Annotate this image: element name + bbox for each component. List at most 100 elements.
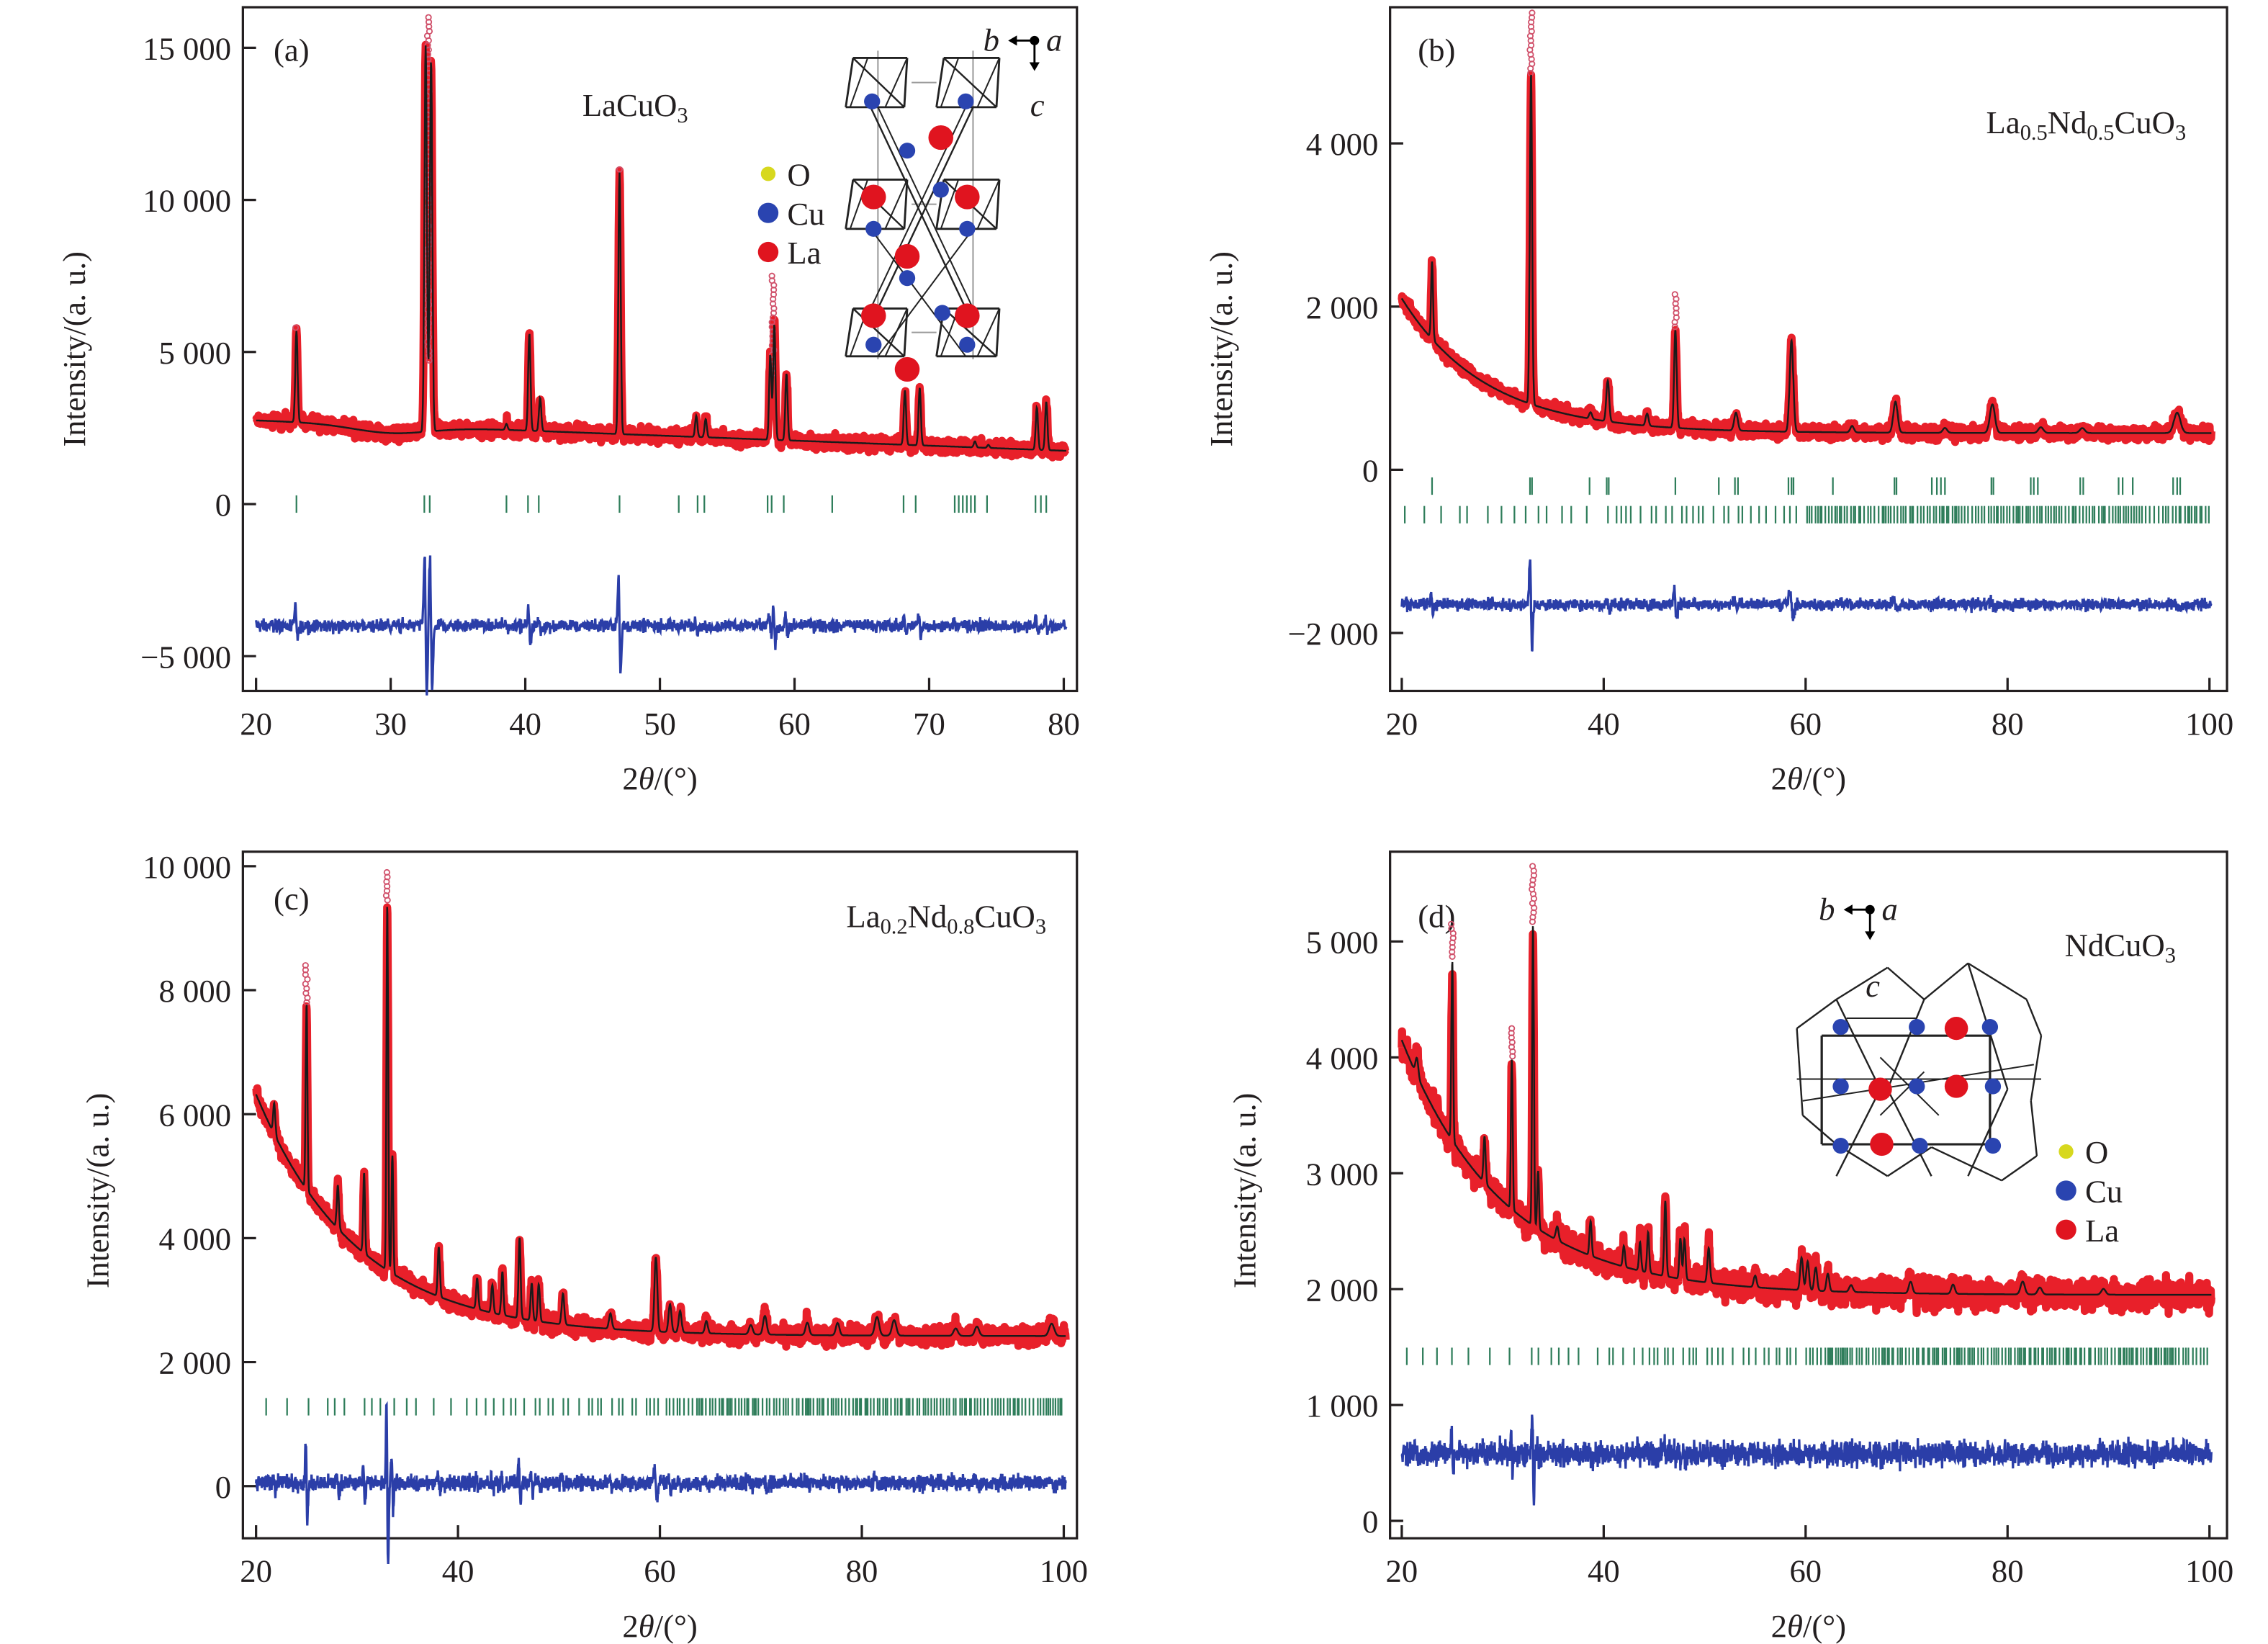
x-axis-label: 2θ/(°)	[622, 760, 697, 796]
Cu-atom	[865, 220, 882, 237]
crystal-axes-indicator: b ac	[984, 22, 1063, 123]
atom-marker-icon	[2056, 1219, 2076, 1240]
La-atom	[860, 184, 886, 210]
calculated-series	[256, 45, 1066, 452]
crystal-axes-indicator: b a c	[1819, 891, 1898, 1003]
Cu-atom	[899, 270, 916, 287]
Cu-atom	[1981, 1019, 1999, 1036]
Cu-atom	[934, 305, 950, 321]
La-atom	[1868, 1077, 1892, 1101]
Cu-atom	[932, 181, 949, 198]
difference-series	[1400, 1414, 2213, 1506]
axis-label-c: c	[1866, 968, 1880, 1004]
y-tick-label: −2 000	[1288, 616, 1379, 652]
legend-label: O	[787, 157, 810, 193]
x-tick-label: 80	[1048, 706, 1080, 742]
difference-series	[1400, 559, 2213, 652]
x-tick-label: 60	[644, 1553, 676, 1589]
La-atom	[1944, 1074, 1968, 1098]
x-axis-label: 2θ/(°)	[1771, 760, 1846, 796]
y-tick-label: 4 000	[1306, 126, 1379, 162]
legend-label: La	[2085, 1213, 2119, 1249]
legend-label: Cu	[787, 196, 824, 232]
La-atom	[894, 356, 920, 382]
x-tick-label: 80	[1992, 1553, 2024, 1589]
Cu-atom	[1909, 1078, 1925, 1095]
calculated-series	[1400, 926, 2212, 1296]
y-tick-label: 0	[1362, 453, 1378, 489]
axis-dot-icon	[1865, 904, 1875, 915]
x-tick-label: 20	[1386, 706, 1418, 742]
legend-label: O	[2085, 1134, 2108, 1170]
legend-O: O	[760, 157, 811, 193]
x-axis-label: 2θ/(°)	[622, 1608, 697, 1644]
panel-d: (d) Intensity/(a. u.) 0 1 000 2 000 3 000 4 …	[1226, 850, 2233, 1644]
observed-point	[1529, 918, 1536, 925]
x-tick-label: 80	[1992, 706, 2024, 742]
x-tick-label: 80	[846, 1553, 878, 1589]
x-tick-label: 100	[2185, 706, 2233, 742]
compound-formula: La0.2Nd0.8CuO3	[846, 899, 1046, 939]
x-tick-label: 40	[1588, 706, 1620, 742]
y-tick-label: 15 000	[143, 31, 231, 67]
observed-point	[1509, 1053, 1516, 1060]
axis-label-b: b	[984, 22, 999, 58]
panel-a: (a) Intensity/(a. u.) −5 000 0 5 000 10 000…	[56, 6, 1080, 796]
x-tick-label: 20	[1386, 1553, 1418, 1589]
axis-label-b: b	[1819, 891, 1835, 927]
panel-label: (c)	[274, 881, 310, 917]
calculated-series	[1400, 74, 2212, 434]
La-atom	[928, 125, 954, 151]
arrow-down-icon	[1865, 931, 1876, 940]
x-tick-label: 70	[913, 706, 945, 742]
legend-La: La	[2056, 1213, 2119, 1249]
arrow-down-icon	[1029, 62, 1040, 71]
x-tick-label: 40	[442, 1553, 474, 1589]
legend-label: Cu	[2085, 1174, 2123, 1210]
La-atom	[894, 243, 920, 269]
y-tick-label: 10 000	[143, 849, 231, 885]
x-tick-label: 20	[240, 1553, 272, 1589]
y-tick-label: 5 000	[159, 335, 232, 371]
plot-frame	[1389, 850, 2228, 1540]
atom-marker-icon	[2058, 1144, 2074, 1159]
panel-c: (c) Intensity/(a. u.) 0 2 000 4 000 6 000 8 …	[79, 849, 1088, 1644]
difference-series	[255, 555, 1068, 696]
legend-Cu: Cu	[2056, 1174, 2123, 1210]
y-tick-label: −5 000	[140, 639, 231, 675]
observed-point	[292, 324, 300, 331]
legend-La: La	[757, 235, 822, 271]
axis-label-a: a	[1881, 891, 1897, 927]
y-axis-label: Intensity/(a. u.)	[1226, 1093, 1262, 1289]
legend-label: La	[787, 235, 821, 271]
observed-series	[252, 903, 1070, 1351]
Cu-atom	[1984, 1137, 2002, 1154]
atom-marker-icon	[757, 241, 779, 263]
calculated-series	[255, 907, 1066, 1337]
compound-formula: La0.5Nd0.5CuO3	[1986, 104, 2187, 145]
y-tick-label: 0	[215, 487, 231, 523]
observed-point	[1449, 953, 1456, 960]
x-tick-label: 60	[778, 706, 811, 742]
x-tick-label: 50	[644, 706, 676, 742]
x-tick-label: 20	[240, 706, 272, 742]
axis-label-a: a	[1046, 22, 1062, 58]
Cu-atom	[899, 143, 916, 159]
y-tick-label: 0	[215, 1469, 231, 1505]
plot-frame	[1389, 6, 2228, 693]
y-tick-label: 3 000	[1306, 1156, 1379, 1192]
y-tick-label: 8 000	[159, 973, 232, 1009]
legend-Cu: Cu	[757, 196, 825, 232]
Cu-atom	[1909, 1019, 1925, 1036]
arrow-left-icon	[1008, 35, 1017, 46]
Cu-atom	[1832, 1019, 1849, 1036]
y-axis-label: Intensity/(a. u.)	[56, 251, 92, 447]
atom-marker-icon	[2056, 1180, 2076, 1201]
y-axis-label: Intensity/(a. u.)	[79, 1093, 115, 1289]
panel-label: (d)	[1418, 899, 1455, 935]
y-tick-label: 4 000	[159, 1221, 232, 1257]
panel-label: (a)	[274, 32, 310, 68]
observed-point	[1671, 323, 1678, 331]
compound-formula: NdCuO3	[2065, 927, 2176, 968]
axis-label-c: c	[1030, 87, 1045, 123]
